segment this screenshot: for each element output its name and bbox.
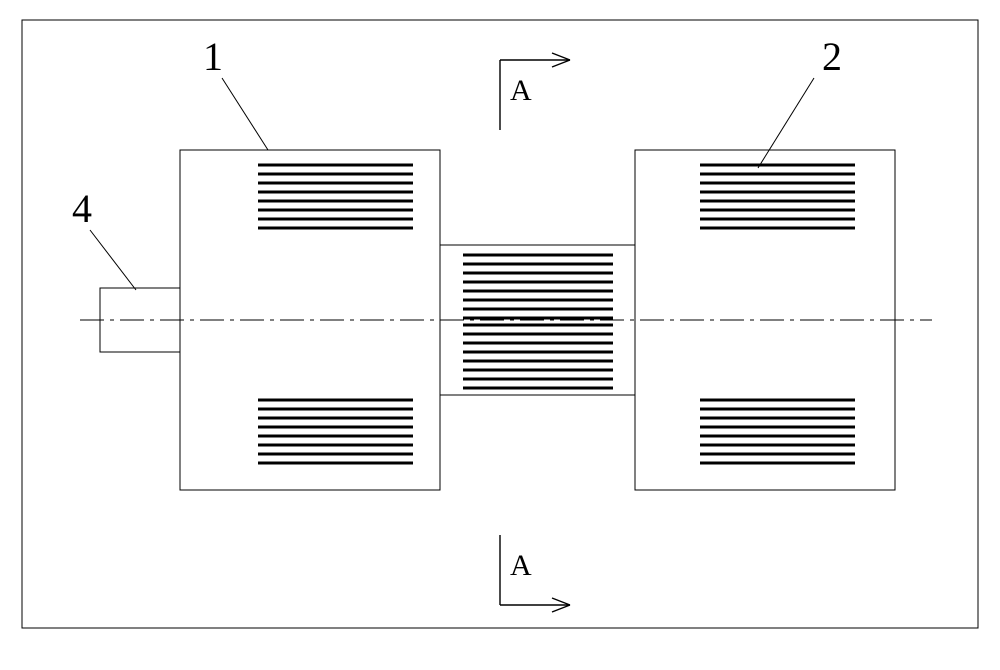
section-label-top: A bbox=[510, 74, 532, 107]
section-label-bottom: A bbox=[510, 549, 532, 582]
label-4: 4 bbox=[72, 186, 92, 231]
label-2: 2 bbox=[822, 34, 842, 79]
label-1: 1 bbox=[203, 34, 223, 79]
